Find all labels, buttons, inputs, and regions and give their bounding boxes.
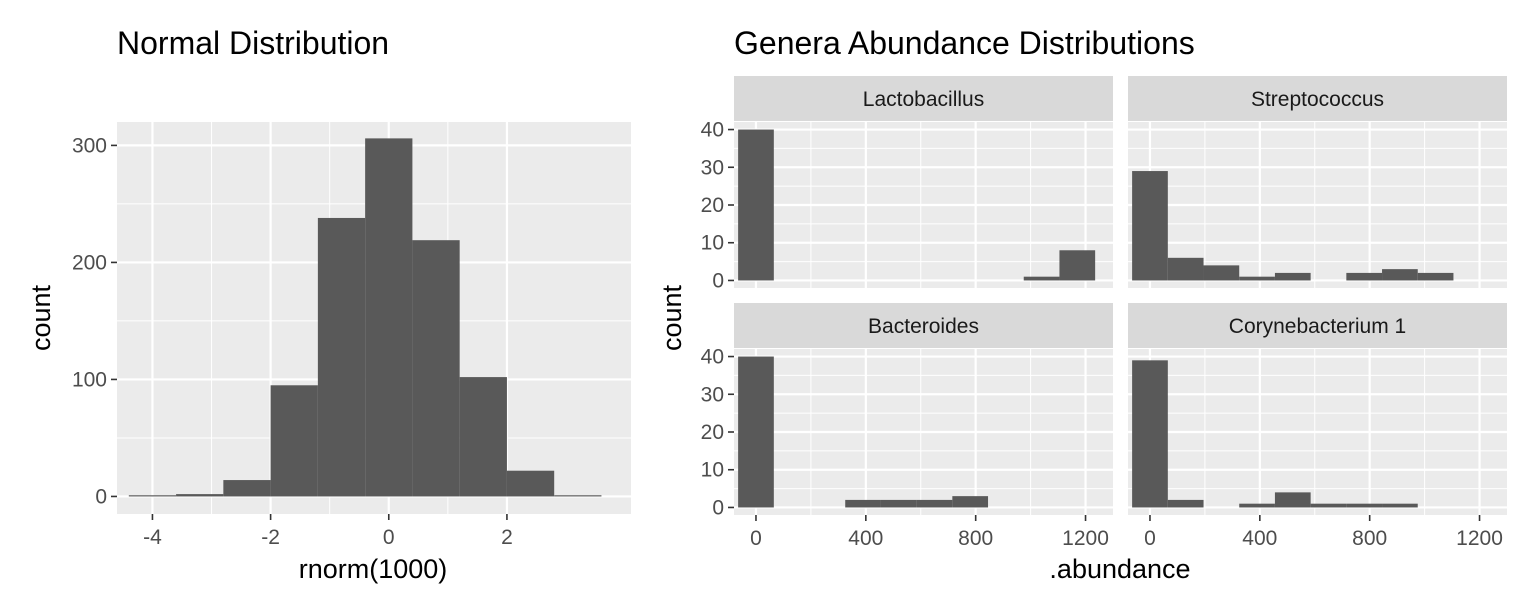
y-tick-label: 20 bbox=[701, 194, 724, 217]
histogram-bar bbox=[1274, 492, 1311, 508]
histogram-bar bbox=[1132, 360, 1168, 508]
x-tick-label: 1200 bbox=[1456, 527, 1503, 550]
histogram-bar bbox=[845, 499, 881, 508]
x-tick-label: 0 bbox=[750, 527, 762, 550]
y-tick-label: 40 bbox=[701, 119, 724, 142]
facet-strip-label: Corynebacterium 1 bbox=[1229, 315, 1406, 338]
y-tick-label: 10 bbox=[701, 232, 724, 255]
x-tick-label: 400 bbox=[848, 527, 883, 550]
histogram-bar bbox=[1417, 272, 1454, 281]
right-y-axis-title: count bbox=[657, 284, 687, 351]
x-tick-label: 400 bbox=[1242, 527, 1277, 550]
histogram-bar bbox=[952, 496, 989, 508]
y-tick-label: 30 bbox=[701, 383, 724, 406]
histogram-bar bbox=[880, 499, 917, 508]
histogram-bar bbox=[223, 480, 271, 497]
histogram-bar bbox=[1274, 272, 1311, 281]
histogram-bar bbox=[412, 240, 460, 497]
histogram-bar bbox=[506, 470, 555, 497]
histogram-bar bbox=[365, 138, 413, 497]
histogram-bar bbox=[1382, 269, 1418, 281]
x-tick-label: 800 bbox=[1352, 527, 1387, 550]
facet-panel: Streptococcus bbox=[1128, 76, 1507, 288]
histogram-bar bbox=[1167, 257, 1204, 281]
histogram-bar bbox=[128, 495, 177, 497]
x-tick-label: 0 bbox=[1144, 527, 1156, 550]
left-histogram: 0 100 200 300 -4 -2 0 2 bbox=[72, 122, 631, 549]
x-tick-label: 1200 bbox=[1062, 527, 1109, 550]
histogram-bar bbox=[459, 377, 507, 497]
y-tick-label: 10 bbox=[701, 459, 724, 482]
facet-strip-label: Lactobacillus bbox=[863, 88, 984, 111]
y-tick-label: 0 bbox=[712, 496, 724, 519]
facet-strip bbox=[734, 76, 1113, 121]
right-facet-grid: Lactobacillus 0 10 20 30 40 Streptococcus Bacte… bbox=[701, 76, 1507, 550]
histogram-bar bbox=[176, 494, 224, 497]
y-tick-label: 100 bbox=[72, 368, 107, 391]
histogram-bar bbox=[1132, 171, 1168, 281]
histogram-bar bbox=[738, 356, 774, 508]
y-tick-label: 30 bbox=[701, 156, 724, 179]
left-x-axis-title: rnorm(1000) bbox=[299, 554, 448, 584]
histogram-bar bbox=[1346, 503, 1383, 508]
left-chart-title: Normal Distribution bbox=[117, 25, 389, 61]
facet-strip-label: Streptococcus bbox=[1251, 88, 1384, 111]
histogram-bar bbox=[1203, 265, 1240, 281]
facet-strip bbox=[1128, 303, 1507, 348]
x-tick-label: 2 bbox=[501, 526, 513, 549]
histogram-bar bbox=[1239, 276, 1275, 281]
histogram-bar bbox=[1059, 250, 1096, 281]
y-tick-label: 300 bbox=[72, 134, 107, 157]
histogram-bar bbox=[317, 217, 366, 497]
left-y-axis-title: count bbox=[26, 284, 56, 351]
right-chart-title: Genera Abundance Distributions bbox=[734, 25, 1195, 61]
histogram-bar bbox=[1382, 503, 1418, 508]
y-tick-label: 200 bbox=[72, 251, 107, 274]
histogram-bar bbox=[1310, 503, 1347, 508]
facet-strip bbox=[734, 303, 1113, 348]
y-tick-label: 0 bbox=[95, 485, 107, 508]
y-tick-label: 40 bbox=[701, 346, 724, 369]
facet-panel: Lactobacillus 0 10 20 30 40 bbox=[701, 76, 1113, 292]
histogram-bar bbox=[1023, 276, 1060, 281]
facet-panel: Corynebacterium 1 0 400 800 1200 bbox=[1128, 303, 1507, 550]
histogram-bar bbox=[270, 385, 318, 497]
histogram-bar bbox=[1167, 499, 1204, 508]
facet-strip-label: Bacteroides bbox=[868, 315, 979, 338]
histogram-bar bbox=[1346, 272, 1383, 281]
right-x-axis-title: .abundance bbox=[1049, 554, 1190, 584]
histogram-bar bbox=[738, 129, 774, 281]
x-tick-label: 800 bbox=[958, 527, 993, 550]
histogram-bar bbox=[916, 499, 953, 508]
histogram-bar bbox=[1239, 503, 1275, 508]
x-tick-label: 0 bbox=[383, 526, 395, 549]
x-tick-label: -2 bbox=[261, 526, 280, 549]
y-tick-label: 0 bbox=[712, 269, 724, 292]
x-tick-label: -4 bbox=[143, 526, 162, 549]
y-tick-label: 20 bbox=[701, 421, 724, 444]
facet-strip bbox=[1128, 76, 1507, 121]
histogram-bar bbox=[554, 495, 602, 497]
